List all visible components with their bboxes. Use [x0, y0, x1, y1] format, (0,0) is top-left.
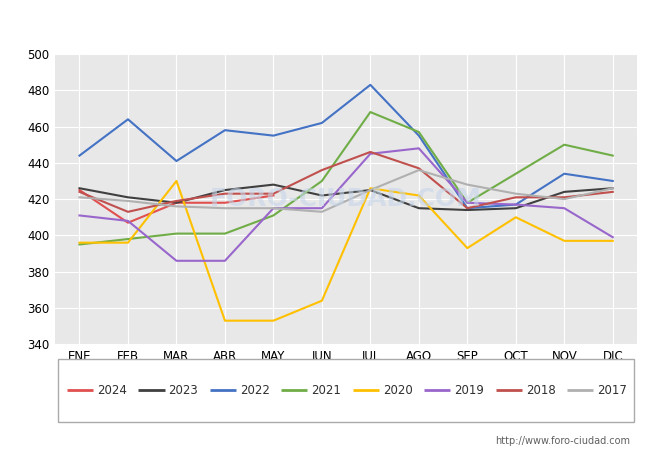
- Text: 2017: 2017: [597, 384, 627, 397]
- Text: FORO-CIUDAD.COM: FORO-CIUDAD.COM: [210, 187, 482, 211]
- Text: 2019: 2019: [454, 384, 484, 397]
- Text: 2021: 2021: [311, 384, 341, 397]
- Text: 2020: 2020: [383, 384, 413, 397]
- Text: 2022: 2022: [240, 384, 270, 397]
- Text: 2018: 2018: [526, 384, 556, 397]
- Text: http://www.foro-ciudad.com: http://www.foro-ciudad.com: [495, 436, 630, 446]
- Text: 2023: 2023: [168, 384, 198, 397]
- Text: Afiliados en El Bosque a 31/5/2024: Afiliados en El Bosque a 31/5/2024: [163, 14, 487, 33]
- FancyBboxPatch shape: [58, 359, 634, 422]
- Text: 2024: 2024: [97, 384, 127, 397]
